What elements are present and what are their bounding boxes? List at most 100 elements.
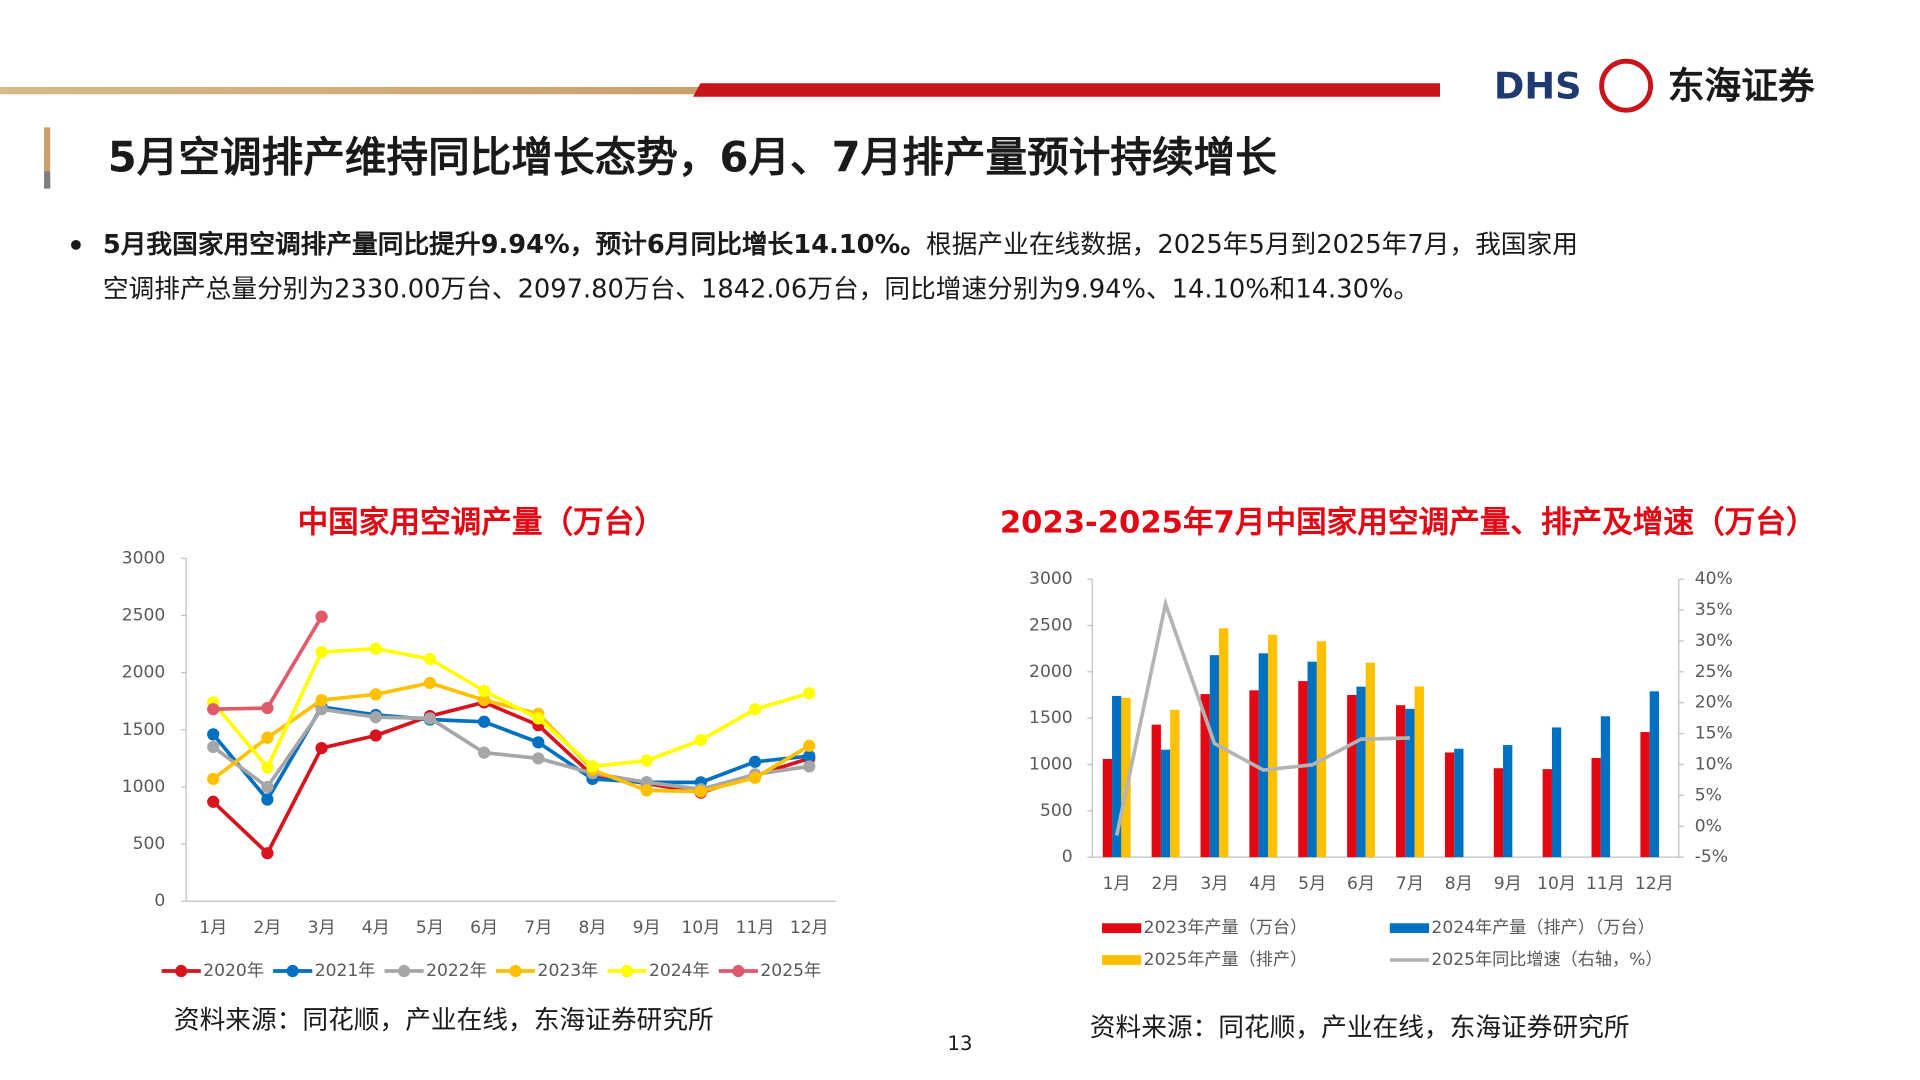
legend-label: 2024年产量（排产）（万台） — [1431, 918, 1654, 938]
bar — [1316, 641, 1327, 858]
bar — [1347, 695, 1357, 858]
x-tick-label: 5月 — [416, 918, 444, 938]
point — [803, 760, 816, 773]
point — [261, 780, 274, 794]
bar — [1249, 690, 1259, 858]
point — [478, 693, 491, 707]
x-tick-label: 11月 — [736, 918, 775, 938]
series-line — [211, 646, 810, 771]
x-tick-label: 2月 — [1152, 874, 1180, 894]
bar — [1258, 653, 1268, 858]
legend-marker — [175, 964, 188, 978]
series-line — [211, 700, 810, 857]
point — [369, 729, 382, 742]
x-tick-label: 5月 — [1298, 874, 1326, 894]
logo-mark — [1599, 58, 1654, 113]
slide-title: 5月空调排产维持同比增长态势，6月、7月排产量预计持续增长 — [108, 132, 1278, 181]
bullet-line: 5月我国家用空调排产量同比提升9.94%，预计6月同比增长14.10%。根据产业… — [103, 228, 1578, 259]
point — [207, 703, 220, 716]
point — [369, 711, 382, 724]
bar — [1551, 727, 1562, 858]
point — [694, 785, 707, 798]
y2-tick-label: 10% — [1695, 754, 1733, 774]
y2-tick-label: 35% — [1695, 600, 1733, 620]
legend-label: 2024年 — [649, 961, 710, 981]
bullet-bold: 5月我国家用空调排产量同比提升9.94%，预计6月同比增长14.10%。 — [103, 228, 926, 259]
legend-label: 2021年 — [315, 961, 376, 981]
series-line — [212, 681, 811, 794]
point — [315, 610, 328, 623]
y-tick-label: 1000 — [1029, 754, 1073, 774]
point — [261, 847, 274, 860]
x-tick-label: 6月 — [1347, 874, 1375, 894]
y2-tick-label: 25% — [1695, 662, 1733, 682]
header-rule-red — [693, 83, 1440, 97]
x-tick-label: 7月 — [1396, 874, 1424, 894]
bar — [1356, 686, 1366, 858]
point — [369, 688, 382, 701]
bar — [1209, 655, 1220, 858]
bar — [1396, 705, 1406, 858]
y-tick-label: 0 — [1062, 847, 1073, 867]
point — [315, 703, 328, 716]
bar — [1503, 745, 1513, 858]
x-tick-label: 2月 — [253, 918, 281, 938]
bar — [1414, 686, 1424, 858]
point — [315, 693, 328, 707]
point — [207, 772, 220, 786]
point — [532, 752, 545, 765]
y-tick-label: 2500 — [1029, 616, 1073, 636]
chart-title: 中国家用空调产量（万台） — [298, 506, 665, 541]
point — [532, 736, 545, 749]
y-tick-label: 500 — [1040, 801, 1073, 821]
logo: DHS — [1494, 65, 1582, 108]
x-tick-label: 12月 — [1635, 874, 1674, 894]
bar — [1405, 708, 1415, 858]
bullet-line: 空调排产总量分别为2330.00万台、2097.80万台、1842.06万台，同… — [103, 275, 1419, 305]
y2-tick-label: 0% — [1695, 816, 1722, 836]
point — [586, 760, 599, 773]
bar — [1200, 694, 1210, 858]
y-tick-label: 500 — [133, 834, 166, 854]
header-rule — [0, 86, 711, 95]
series-line — [212, 707, 810, 792]
point — [748, 755, 762, 768]
y-tick-label: 2000 — [1029, 662, 1073, 682]
point — [478, 684, 491, 698]
bar — [1365, 662, 1376, 858]
point — [532, 712, 545, 725]
bar — [1298, 681, 1308, 858]
bar — [1160, 749, 1171, 858]
series-line — [1114, 597, 1410, 836]
point — [748, 771, 762, 784]
y2-tick-label: 20% — [1695, 693, 1733, 713]
y-tick-label: 2000 — [122, 663, 166, 683]
y-tick-label: 3000 — [122, 548, 166, 568]
y-tick-label: 0 — [154, 891, 165, 911]
bullet-text: 根据产业在线数据，2025年5月到2025年7月，我国家用 — [926, 229, 1578, 259]
x-tick-label: 4月 — [362, 918, 390, 938]
source: 资料来源：同花顺，产业在线，东海证券研究所 — [1090, 1013, 1630, 1043]
x-tick-label: 4月 — [1249, 874, 1277, 894]
bar — [1151, 724, 1161, 858]
bar — [1649, 691, 1659, 858]
x-tick-label: 3月 — [1200, 874, 1228, 894]
bar — [1640, 732, 1650, 858]
bar — [1170, 709, 1180, 858]
x-tick-label: 1月 — [199, 918, 227, 938]
company: 东海证券 — [1668, 65, 1815, 108]
legend-marker — [732, 964, 745, 978]
x-tick-label: 11月 — [1586, 874, 1625, 894]
bar — [1219, 628, 1229, 858]
x-tick-label: 8月 — [1445, 874, 1473, 894]
legend-label: 2025年 — [760, 961, 821, 981]
point — [748, 703, 762, 716]
x-tick-label: 8月 — [578, 918, 606, 938]
legend-label: 2025年同比增速（右轴，%） — [1431, 950, 1662, 970]
chart-title: 2023-2025年7月中国家用空调产量、排产及增速（万台） — [1000, 506, 1817, 541]
point — [261, 761, 274, 774]
x-tick-label: 1月 — [1103, 874, 1131, 894]
legend-label: 2025年产量（排产） — [1144, 950, 1307, 970]
